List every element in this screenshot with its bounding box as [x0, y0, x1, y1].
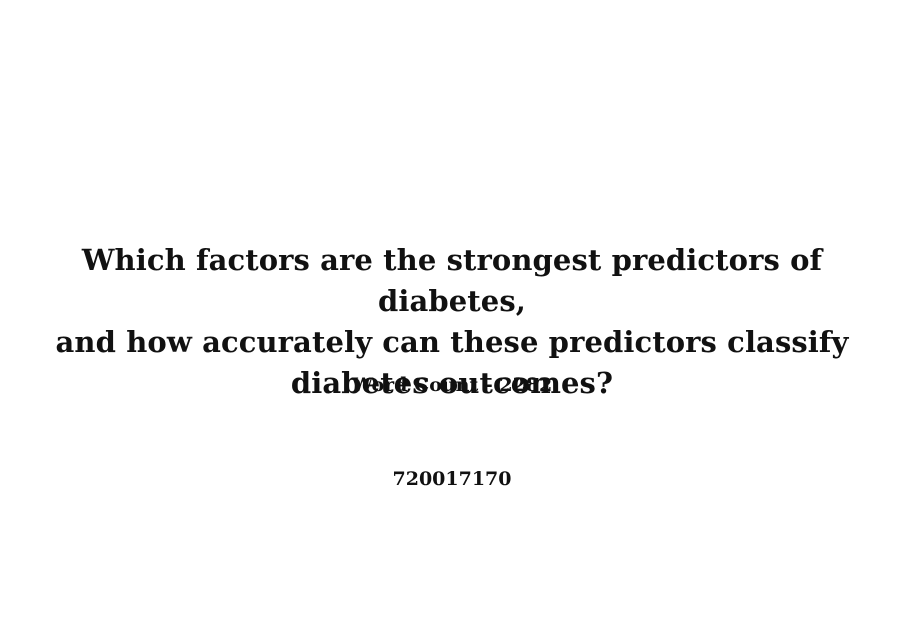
title-line-1: Which factors are the strongest predicto…	[81, 243, 823, 318]
word-count: Word Count - 2282	[351, 374, 553, 396]
document-title: Which factors are the strongest predicto…	[10, 240, 894, 404]
title-line-2: and how accurately can these predictors …	[55, 325, 849, 359]
candidate-number: 720017170	[392, 468, 512, 490]
title-line-3: diabetes outcomes?	[290, 366, 614, 400]
